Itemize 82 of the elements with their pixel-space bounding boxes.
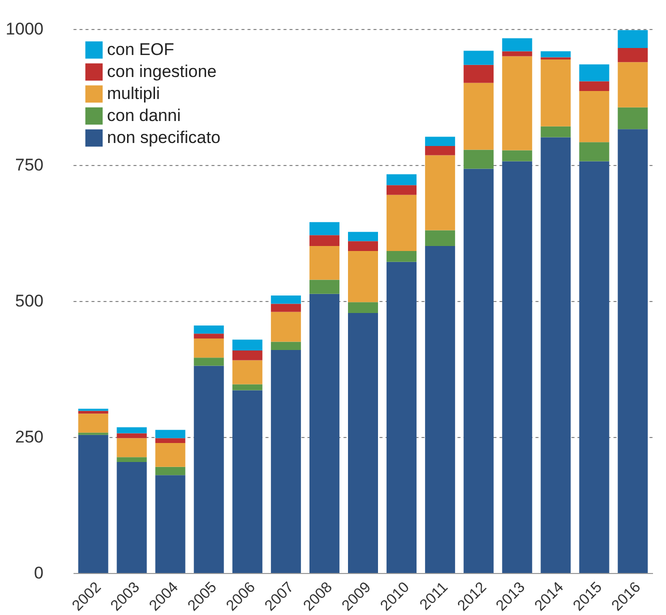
bar	[464, 64, 494, 83]
bar	[78, 434, 108, 573]
bar	[194, 338, 224, 358]
bar	[78, 414, 108, 433]
bar	[618, 62, 648, 108]
bar	[155, 430, 186, 438]
bar	[348, 250, 378, 302]
bar	[116, 462, 147, 573]
bar	[155, 442, 186, 467]
bar	[348, 241, 378, 251]
legend-label: con EOF	[107, 40, 174, 59]
bar	[348, 302, 378, 313]
bar	[309, 222, 340, 236]
bar	[540, 59, 571, 126]
legend-label: con danni	[107, 106, 181, 125]
bar	[116, 438, 147, 458]
bar	[618, 107, 648, 130]
bar	[348, 232, 378, 242]
bar	[618, 30, 648, 48]
bar	[116, 427, 147, 434]
bar	[540, 51, 571, 58]
bar	[348, 312, 378, 573]
bar	[579, 81, 610, 92]
bar	[464, 150, 494, 169]
legend-label: con ingestione	[107, 62, 217, 81]
bar	[194, 334, 224, 339]
bar	[502, 51, 532, 56]
bar	[232, 384, 262, 390]
bar	[194, 366, 224, 573]
bar	[425, 155, 456, 230]
bar	[270, 296, 301, 304]
bar	[502, 150, 532, 162]
bar	[116, 457, 147, 462]
bar	[309, 235, 340, 246]
bar	[502, 38, 532, 52]
y-tick-label: 0	[34, 564, 44, 582]
y-tick-label: 250	[15, 428, 44, 446]
y-tick-label: 750	[15, 156, 44, 174]
bar	[386, 185, 417, 195]
bar	[425, 146, 456, 156]
bar	[579, 142, 610, 162]
bar	[232, 340, 262, 351]
bar	[502, 56, 532, 150]
bar	[270, 312, 301, 342]
bar	[386, 174, 417, 186]
bar	[232, 390, 262, 573]
bar	[540, 126, 571, 138]
y-tick-label: 1000	[6, 20, 44, 38]
bar	[386, 250, 417, 262]
bar	[155, 475, 186, 573]
bar	[502, 161, 532, 573]
bar	[464, 168, 494, 573]
bar	[270, 304, 301, 312]
bar	[232, 360, 262, 384]
bar	[425, 246, 456, 573]
bar	[309, 294, 340, 573]
bar	[579, 161, 610, 573]
bar	[194, 325, 224, 334]
bar	[155, 438, 186, 443]
bar	[232, 350, 262, 360]
bar	[309, 246, 340, 280]
bar	[579, 91, 610, 142]
bar	[425, 136, 456, 146]
bar	[78, 410, 108, 414]
y-tick-label: 500	[15, 292, 44, 310]
bar	[309, 280, 340, 294]
bar	[386, 262, 417, 573]
bar	[270, 350, 301, 573]
bar	[386, 194, 417, 251]
bar	[540, 137, 571, 573]
bar	[270, 342, 301, 350]
legend-label: multipli	[107, 84, 160, 103]
bar	[464, 82, 494, 150]
bar	[155, 466, 186, 476]
bar	[618, 129, 648, 573]
legend-label: non specificato	[107, 128, 220, 147]
bar	[425, 230, 456, 246]
bar	[618, 48, 648, 62]
bar	[464, 50, 494, 65]
bar	[116, 433, 147, 438]
bar	[579, 64, 610, 82]
bar	[194, 358, 224, 366]
